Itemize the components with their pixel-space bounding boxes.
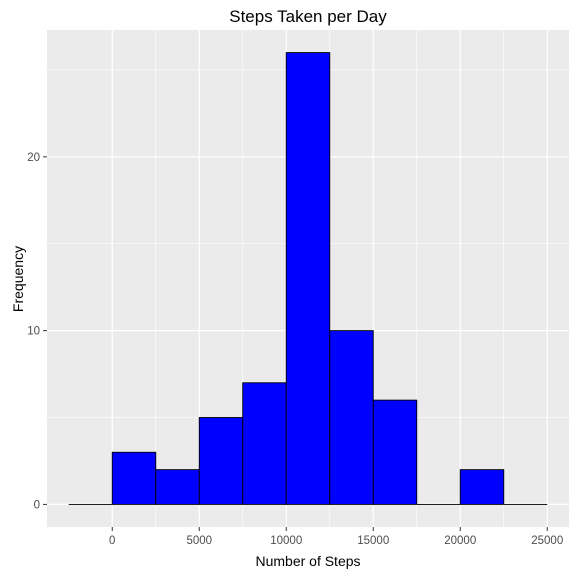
histogram-bar-3 [198,417,244,505]
histogram-bar-4 [242,382,287,505]
histogram-bar-6 [329,330,374,505]
x-tick-label: 10000 [270,535,302,547]
x-tick-label: 15000 [357,535,389,547]
y-axis: 0 10 20 [27,152,47,511]
y-tick-label: 20 [27,152,40,164]
y-tick-label: 10 [27,326,40,338]
histogram-bar-5 [285,52,331,505]
x-axis-title: Number of Steps [255,553,360,569]
y-axis-title: Frequency [10,246,26,312]
histogram-bar-1 [111,451,157,505]
histogram-bars [68,52,548,505]
x-tick-label: 0 [109,535,115,547]
x-tick-label: 25000 [531,535,563,547]
x-tick-label: 20000 [444,535,476,547]
x-axis: 0 5000 10000 15000 20000 25000 [109,527,563,547]
y-tick-label: 0 [34,499,40,511]
histogram-bar-9 [459,469,505,505]
histogram-bar-2 [155,469,200,505]
chart-title: Steps Taken per Day [229,7,387,26]
histogram-bar-7 [372,399,418,505]
x-tick-label: 5000 [186,535,212,547]
